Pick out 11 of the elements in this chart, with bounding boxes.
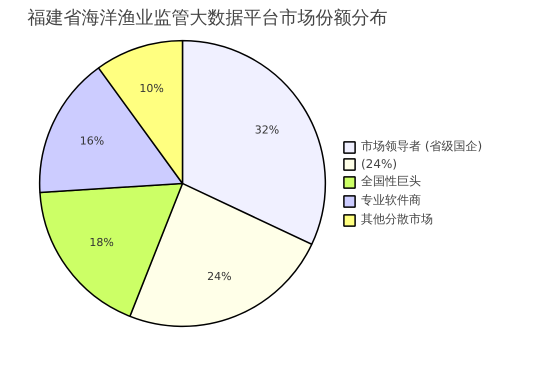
legend-label: 全国性巨头 [361, 173, 421, 190]
legend-label: 专业软件商 [361, 192, 421, 209]
legend-label: (24%) [361, 157, 398, 171]
chart-title: 福建省海洋渔业监管大数据平台市场份额分布 [28, 8, 388, 28]
data-label: 10% [139, 82, 164, 95]
legend-label: 市场领导者 (省级国企) [361, 138, 482, 155]
data-label: 24% [207, 270, 232, 283]
data-label: 32% [254, 123, 280, 136]
data-label: 18% [89, 236, 114, 249]
legend-label: 其他分散市场 [361, 211, 433, 228]
data-label: 16% [80, 134, 104, 148]
